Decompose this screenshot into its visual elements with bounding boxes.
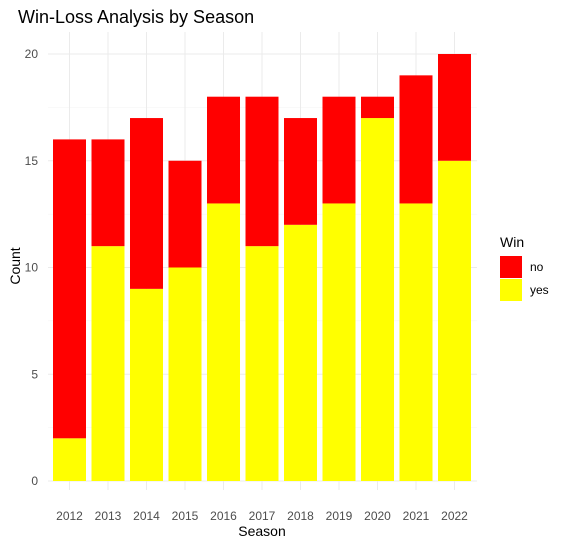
bar-2017-no	[245, 96, 279, 247]
legend-key-no	[500, 256, 522, 278]
bar-2018-yes	[284, 224, 317, 482]
bar-2012-no	[53, 139, 86, 439]
x-tick-label: 2017	[249, 509, 276, 523]
bars	[53, 54, 471, 482]
bar-2015-yes	[168, 267, 202, 481]
bar-2016-no	[207, 96, 240, 204]
bar-2022-yes	[438, 160, 471, 481]
x-tick-label: 2022	[441, 509, 468, 523]
x-tick-label: 2014	[133, 509, 160, 523]
y-axis-title: Count	[7, 247, 23, 284]
bar-2015-no	[168, 160, 202, 268]
bar-2013-no	[91, 139, 125, 247]
bar-2014-yes	[130, 288, 163, 481]
bar-2017-yes	[245, 246, 279, 481]
y-tick-label: 10	[25, 261, 39, 275]
legend: Win no yes	[500, 234, 549, 301]
y-tick-label: 0	[31, 474, 38, 488]
bar-2013-yes	[91, 246, 125, 481]
bar-2020-yes	[361, 118, 394, 482]
bar-2019-yes	[322, 203, 356, 481]
x-axis-ticks: 2012 2013 2014 2015 2016 2017 2018 2019 2020 2021…	[56, 509, 468, 523]
bar-2021-no	[399, 75, 433, 204]
y-tick-label: 20	[25, 47, 39, 61]
y-tick-label: 15	[25, 154, 39, 168]
bar-2014-no	[130, 118, 163, 289]
y-axis-ticks: 0 5 10 15 20	[25, 47, 39, 488]
legend-title: Win	[500, 234, 524, 250]
x-tick-label: 2013	[95, 509, 122, 523]
legend-label-yes: yes	[530, 283, 549, 297]
x-tick-label: 2016	[210, 509, 237, 523]
x-tick-label: 2019	[326, 509, 353, 523]
x-tick-label: 2021	[403, 509, 430, 523]
x-tick-label: 2020	[364, 509, 391, 523]
chart-title: Win-Loss Analysis by Season	[18, 7, 254, 27]
bar-2016-yes	[207, 203, 240, 481]
x-tick-label: 2015	[172, 509, 199, 523]
bar-2022-no	[438, 54, 471, 161]
bar-2018-no	[284, 118, 317, 225]
legend-key-yes	[500, 279, 522, 301]
bar-2021-yes	[399, 203, 433, 481]
bar-2020-no	[361, 96, 394, 119]
x-axis-title: Season	[238, 523, 285, 539]
x-tick-label: 2012	[56, 509, 83, 523]
legend-label-no: no	[530, 260, 544, 274]
x-tick-label: 2018	[287, 509, 314, 523]
y-tick-label: 5	[31, 367, 38, 381]
bar-2019-no	[322, 96, 356, 204]
bar-2012-yes	[53, 438, 86, 481]
